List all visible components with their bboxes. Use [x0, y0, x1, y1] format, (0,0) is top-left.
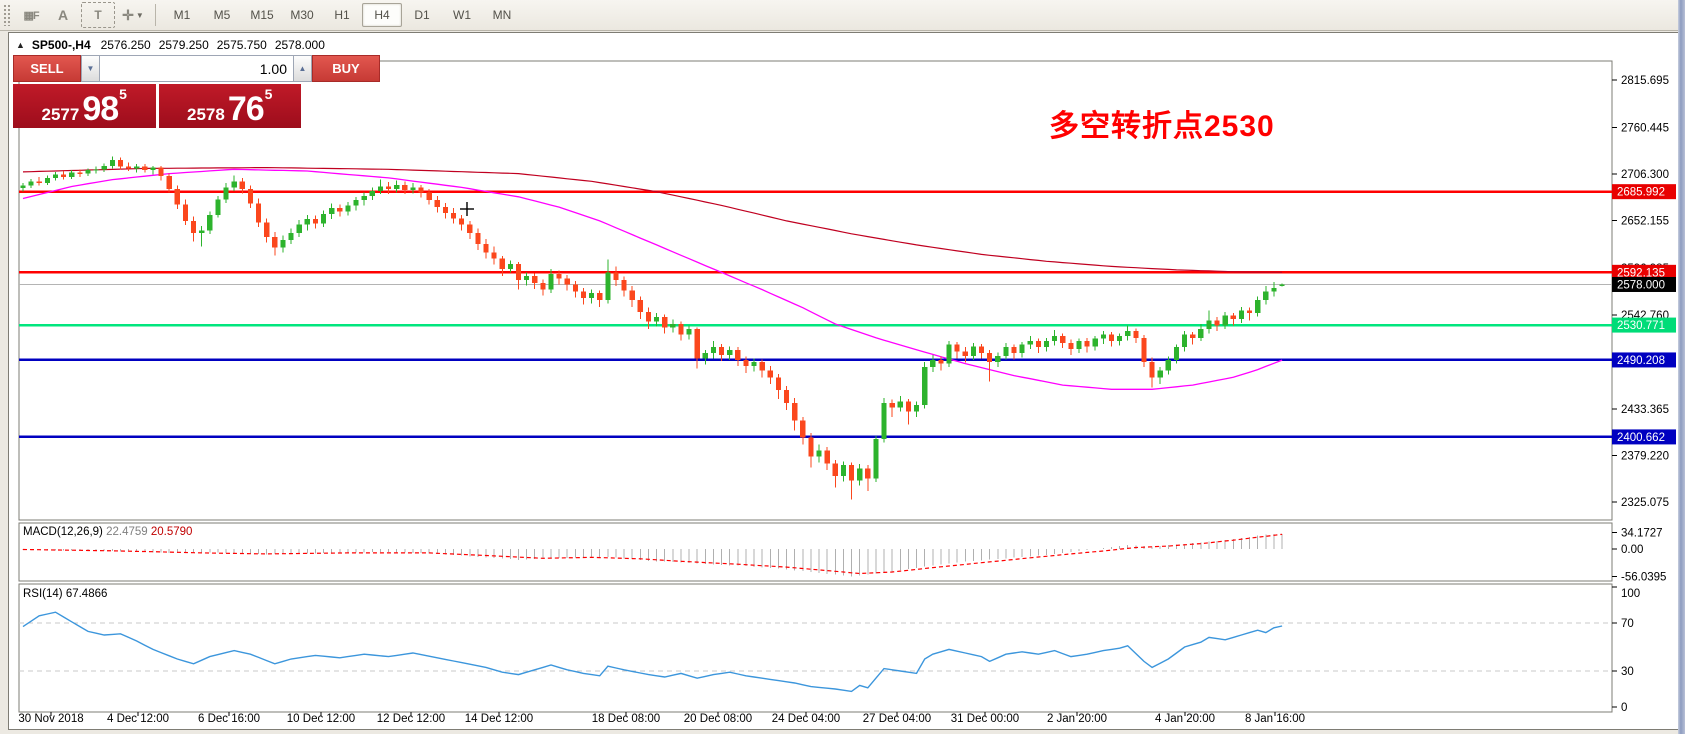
macd-axis-tick: 0.00	[1621, 544, 1643, 556]
font-a-icon[interactable]: A	[57, 7, 69, 23]
price-badge-2400.662: 2400.662	[1612, 429, 1676, 445]
svg-text:2400.662: 2400.662	[1617, 432, 1665, 444]
rsi-axis-tick: 30	[1621, 666, 1634, 678]
time-axis-label: 18 Dec 08:00	[592, 713, 660, 725]
time-axis-label: 14 Dec 12:00	[465, 713, 533, 725]
rsi-axis-tick: 0	[1621, 702, 1627, 714]
price-badge-2490.208: 2490.208	[1612, 352, 1676, 368]
buy-price-prefix: 2578	[187, 105, 225, 124]
price-badge-2578.000: 2578.000	[1612, 276, 1676, 292]
price-tick: 2325.075	[1621, 497, 1669, 509]
toolbar-grip[interactable]	[3, 4, 11, 26]
chart-text-annotation: 多空转折点2530	[1049, 110, 1275, 143]
time-axis-label: 10 Dec 12:00	[287, 713, 355, 725]
ohlc-low: 2575.750	[216, 38, 267, 52]
price-badge-2592.135: 2592.135	[1612, 264, 1676, 280]
price-badge-2685.992: 2685.992	[1612, 184, 1676, 200]
macd-axis-tick: 34.1727	[1621, 527, 1663, 539]
chart-window: ▲ SP500-,H4 2576.250 2579.250 2575.750 2…	[8, 32, 1680, 730]
timeframe-button-m5[interactable]: M5	[213, 8, 231, 22]
sell-price-sup: 5	[119, 86, 127, 102]
symbol-period-label: SP500-,H4	[31, 38, 91, 52]
time-axis-label: 4 Jan 20:00	[1155, 713, 1215, 725]
time-axis-label: 2 Jan 20:00	[1047, 713, 1107, 725]
timeframe-button-m1[interactable]: M1	[173, 8, 191, 22]
sell-price-prefix: 2577	[41, 105, 80, 124]
timeframe-buttons: M1 M5 M15 M30 H1 H4 D1 W1 MN	[162, 3, 522, 27]
volume-increase-button[interactable]: ▲	[293, 55, 312, 82]
svg-text:2530.771: 2530.771	[1617, 320, 1665, 332]
sell-button[interactable]: SELL	[13, 55, 81, 82]
buy-price-big: 76	[227, 90, 265, 128]
volume-decrease-button[interactable]: ▼	[81, 55, 100, 82]
time-axis-label: 27 Dec 04:00	[863, 713, 931, 725]
svg-text:2490.208: 2490.208	[1617, 355, 1665, 367]
window-right-edge	[1678, 0, 1685, 734]
volume-input[interactable]	[100, 55, 293, 82]
svg-text:2685.992: 2685.992	[1617, 187, 1665, 199]
price-tick: 2760.445	[1621, 123, 1669, 135]
timeframe-button-h1[interactable]: H1	[334, 8, 350, 22]
price-tick: 2652.155	[1621, 216, 1669, 228]
sell-price-big: 98	[82, 90, 119, 128]
rsi-axis-tick: 70	[1621, 618, 1634, 630]
time-axis-label: 4 Dec 12:00	[107, 713, 169, 725]
timeframe-button-m30[interactable]: M30	[290, 8, 314, 22]
time-axis-label: 12 Dec 12:00	[377, 713, 445, 725]
price-tick: 2379.220	[1621, 450, 1669, 462]
timeframe-button-d1[interactable]: D1	[414, 8, 430, 22]
time-axis-label: 6 Dec 16:00	[198, 713, 260, 725]
svg-text:2592.135: 2592.135	[1617, 267, 1665, 279]
text-label-icon[interactable]: T	[81, 2, 115, 28]
buy-price-panel[interactable]: 2578 76 5	[158, 84, 301, 128]
toolbar-separator	[155, 4, 156, 26]
toolbar-icons: ▦F A T ✛ ▼	[15, 2, 149, 28]
timeframe-button-mn[interactable]: MN	[492, 8, 512, 22]
timeframe-button-h4[interactable]: H4	[362, 3, 402, 27]
time-axis-label: 24 Dec 04:00	[772, 713, 840, 725]
rsi-axis-tick: 100	[1621, 588, 1640, 600]
ohlc-high: 2579.250	[158, 38, 209, 52]
sell-price-panel[interactable]: 2577 98 5	[13, 84, 156, 128]
ohlc-close: 2578.000	[274, 38, 325, 52]
price-tick: 2706.300	[1621, 169, 1669, 181]
price-chart: 2815.6952760.4452706.3002652.1552596.985…	[18, 60, 1676, 725]
price-tick: 2815.695	[1621, 75, 1669, 87]
buy-price-sup: 5	[264, 86, 273, 102]
rsi-label: RSI(14) 67.4866	[23, 588, 107, 600]
collapse-panel-icon[interactable]: ▲	[16, 40, 25, 50]
time-axis-label: 8 Jan 16:00	[1245, 713, 1305, 725]
cursor-tools-icon[interactable]: ✛ ▼	[122, 6, 144, 23]
macd-label: MACD(12,26,9) 22.4759 20.5790	[23, 526, 192, 538]
toolbar: ▦F A T ✛ ▼ M1 M5 M15 M30 H1 H4 D1 W1 MN	[0, 0, 1685, 31]
buy-button[interactable]: BUY	[312, 55, 380, 82]
ohlc-open: 2576.250	[100, 38, 151, 52]
time-axis-label: 31 Dec 00:00	[951, 713, 1019, 725]
timeframe-button-w1[interactable]: W1	[453, 8, 471, 22]
price-tick: 2433.365	[1621, 404, 1669, 416]
macd-axis-tick: -56.0395	[1621, 571, 1666, 583]
time-axis-label: 30 Nov 2018	[18, 713, 83, 725]
price-badge-2530.771: 2530.771	[1612, 317, 1676, 333]
time-axis-label: 20 Dec 08:00	[684, 713, 752, 725]
svg-text:2578.000: 2578.000	[1617, 279, 1665, 291]
one-click-trade-panel: SELL ▼ ▲ BUY 2577 98 5 2578 76 5	[13, 55, 380, 128]
svg-text:MACD(12,26,9) 22.4759 20.5790: MACD(12,26,9) 22.4759 20.5790	[23, 526, 192, 538]
timeframe-button-m15[interactable]: M15	[250, 8, 274, 22]
chart-title-row: ▲ SP500-,H4 2576.250 2579.250 2575.750 2…	[13, 37, 341, 53]
tick-chart-grid-icon[interactable]: ▦F	[23, 9, 39, 22]
